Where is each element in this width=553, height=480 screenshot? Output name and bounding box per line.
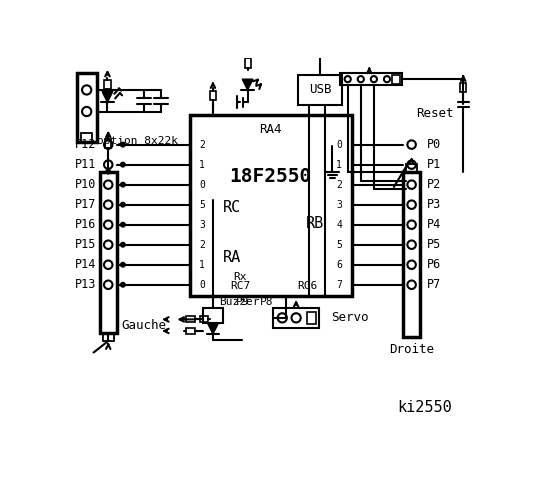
Text: Droite: Droite	[389, 343, 434, 356]
Text: option 8x22k: option 8x22k	[97, 136, 178, 146]
Text: P7: P7	[427, 278, 441, 291]
Text: 1: 1	[336, 160, 342, 169]
Text: P17: P17	[75, 198, 97, 211]
Bar	[403, 171, 420, 337]
Text: USB: USB	[309, 84, 331, 96]
Text: 0: 0	[199, 280, 205, 290]
Circle shape	[121, 243, 125, 247]
Text: P13: P13	[75, 278, 97, 291]
Bar	[200, 316, 207, 323]
Text: P0: P0	[427, 138, 441, 151]
Text: Reset: Reset	[416, 107, 454, 120]
Text: RA: RA	[223, 250, 241, 265]
Bar	[393, 74, 400, 84]
Bar	[307, 312, 316, 324]
Bar	[244, 59, 251, 68]
Bar	[105, 80, 111, 89]
Text: 2: 2	[336, 180, 342, 190]
Text: 5: 5	[199, 200, 205, 210]
Text: P4: P4	[427, 218, 441, 231]
Bar	[340, 73, 401, 85]
Text: 0: 0	[336, 140, 342, 150]
Text: 2: 2	[199, 240, 205, 250]
Circle shape	[121, 143, 125, 146]
Text: P8: P8	[260, 298, 274, 308]
Text: P2: P2	[427, 178, 441, 191]
Text: Gauche: Gauche	[121, 319, 166, 332]
Text: P16: P16	[75, 218, 97, 231]
Text: 5: 5	[336, 240, 342, 250]
Text: 18F2550: 18F2550	[229, 168, 312, 186]
Polygon shape	[207, 323, 218, 334]
Circle shape	[121, 263, 125, 267]
Text: Buzzer: Buzzer	[219, 298, 259, 308]
Text: P9: P9	[236, 298, 249, 308]
Bar	[186, 328, 195, 334]
Circle shape	[121, 163, 125, 167]
Text: Servo: Servo	[332, 312, 369, 324]
Text: 0: 0	[199, 180, 205, 190]
Bar	[190, 115, 352, 296]
Bar	[105, 139, 111, 148]
Circle shape	[121, 203, 125, 206]
Text: RC6: RC6	[297, 281, 317, 291]
Bar	[460, 83, 466, 92]
Polygon shape	[242, 79, 253, 90]
Polygon shape	[102, 92, 113, 102]
Text: P6: P6	[427, 258, 441, 271]
Circle shape	[106, 169, 110, 173]
Text: P15: P15	[75, 238, 97, 251]
Text: 4: 4	[336, 220, 342, 230]
Bar	[406, 164, 417, 171]
Text: RC7: RC7	[230, 281, 250, 291]
Text: Rx: Rx	[233, 272, 247, 282]
Bar	[298, 74, 342, 105]
Text: 3: 3	[199, 220, 205, 230]
Text: RA4: RA4	[259, 123, 282, 136]
Bar	[100, 171, 117, 333]
Text: P3: P3	[427, 198, 441, 211]
Bar	[273, 308, 319, 328]
Text: 7: 7	[336, 280, 342, 290]
Text: RC: RC	[223, 200, 241, 215]
Text: P1: P1	[427, 158, 441, 171]
Text: 6: 6	[336, 260, 342, 270]
Text: RB: RB	[305, 216, 324, 231]
Circle shape	[121, 223, 125, 227]
Text: P5: P5	[427, 238, 441, 251]
Circle shape	[121, 183, 125, 187]
Text: P10: P10	[75, 178, 97, 191]
Text: 2: 2	[199, 140, 205, 150]
Bar	[81, 133, 92, 142]
Text: P11: P11	[75, 158, 97, 171]
Bar	[186, 316, 195, 323]
Bar	[203, 308, 223, 323]
Text: ki2550: ki2550	[398, 400, 452, 416]
Text: 3: 3	[336, 200, 342, 210]
Bar	[103, 333, 113, 341]
Bar	[77, 73, 97, 142]
Text: 1: 1	[199, 260, 205, 270]
Circle shape	[121, 283, 125, 287]
Text: P14: P14	[75, 258, 97, 271]
Bar	[210, 91, 216, 100]
Text: 1: 1	[199, 160, 205, 169]
Text: P12: P12	[75, 138, 97, 151]
